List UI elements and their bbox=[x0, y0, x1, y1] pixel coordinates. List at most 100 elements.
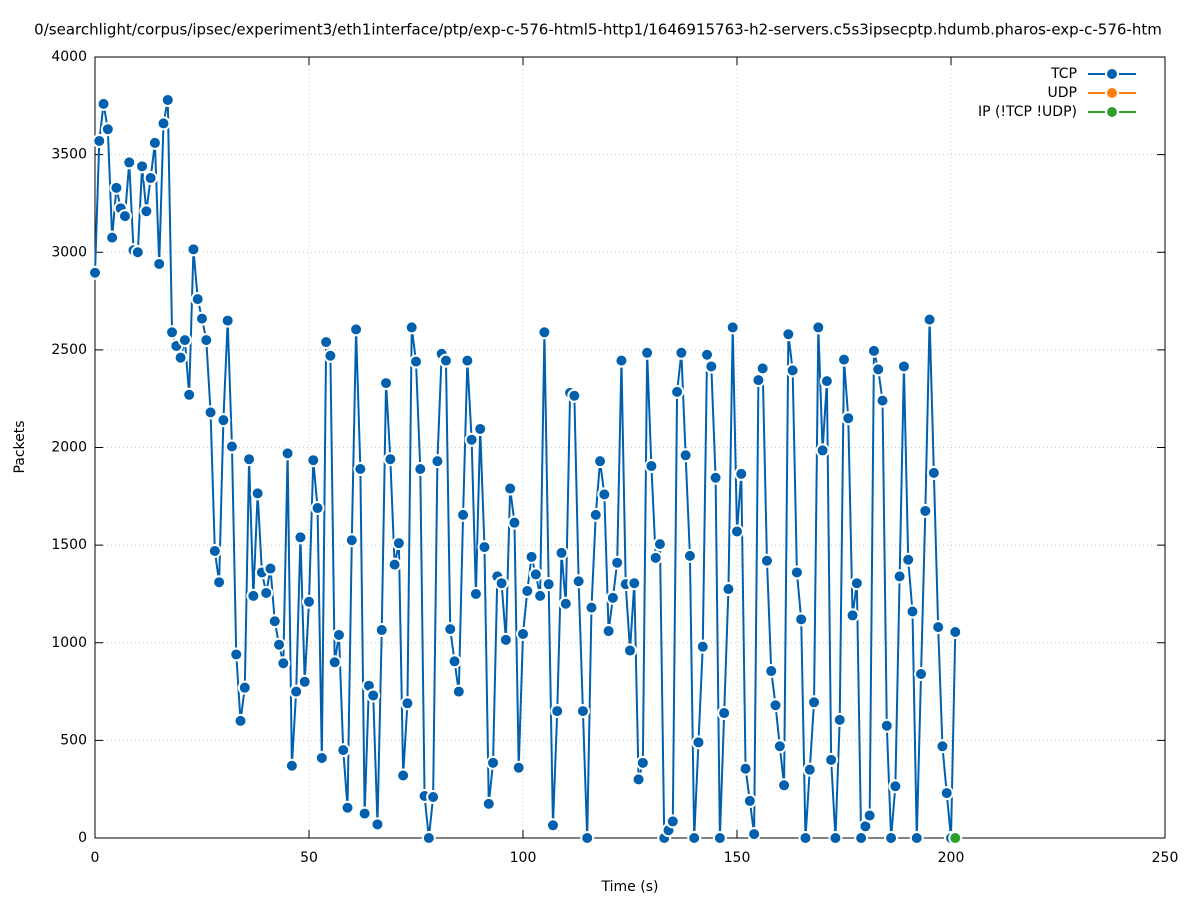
data-point bbox=[554, 545, 569, 560]
data-point bbox=[438, 353, 453, 368]
data-point bbox=[302, 594, 316, 609]
data-point bbox=[447, 654, 462, 669]
data-point bbox=[926, 465, 941, 480]
y-tick-label: 4000 bbox=[51, 49, 87, 65]
data-point bbox=[918, 503, 933, 518]
data-point bbox=[824, 752, 839, 767]
data-point bbox=[610, 555, 625, 570]
data-point bbox=[323, 348, 338, 363]
data-point bbox=[207, 543, 222, 558]
data-point bbox=[511, 760, 526, 775]
data-point bbox=[430, 454, 445, 469]
data-point bbox=[520, 584, 535, 599]
x-tick-label: 100 bbox=[510, 850, 537, 866]
data-point bbox=[284, 758, 299, 773]
data-point bbox=[464, 432, 479, 447]
data-point bbox=[742, 793, 757, 808]
data-point bbox=[678, 448, 693, 463]
data-point bbox=[135, 159, 150, 174]
data-point bbox=[468, 586, 483, 601]
data-point bbox=[156, 116, 171, 131]
data-point bbox=[503, 481, 518, 496]
data-point bbox=[931, 620, 946, 635]
data-point bbox=[426, 789, 441, 804]
data-point bbox=[366, 688, 381, 703]
data-point bbox=[263, 561, 278, 576]
data-point bbox=[473, 421, 488, 436]
data-point bbox=[409, 354, 423, 369]
data-point bbox=[700, 347, 715, 362]
data-point bbox=[267, 614, 282, 629]
data-point bbox=[866, 343, 881, 358]
data-point bbox=[764, 664, 779, 679]
data-point bbox=[772, 739, 787, 754]
data-point bbox=[798, 831, 813, 845]
data-point bbox=[182, 387, 197, 402]
data-point bbox=[871, 362, 886, 377]
data-point bbox=[901, 552, 916, 567]
data-point bbox=[220, 313, 235, 328]
data-point bbox=[383, 452, 398, 467]
data-point bbox=[751, 373, 766, 388]
data-point bbox=[541, 577, 556, 592]
data-point bbox=[670, 384, 685, 399]
legend-label: IP (!TCP !UDP) bbox=[978, 104, 1077, 120]
data-point bbox=[588, 507, 603, 522]
x-tick-label: 0 bbox=[91, 850, 100, 866]
data-point bbox=[545, 818, 560, 833]
data-point bbox=[400, 696, 415, 711]
x-tick-label: 200 bbox=[938, 850, 965, 866]
data-point bbox=[293, 530, 308, 545]
y-tick-label: 3000 bbox=[51, 244, 87, 260]
data-point bbox=[130, 245, 145, 260]
data-point bbox=[391, 536, 406, 551]
data-point bbox=[374, 623, 389, 638]
data-point bbox=[614, 353, 629, 368]
data-point bbox=[682, 548, 697, 563]
legend-marker bbox=[1105, 67, 1119, 81]
data-point bbox=[280, 446, 295, 461]
data-point bbox=[537, 325, 552, 340]
data-point bbox=[327, 655, 342, 670]
data-point bbox=[789, 565, 804, 580]
data-point bbox=[854, 831, 869, 845]
data-point bbox=[379, 376, 394, 391]
legend-marker bbox=[1105, 86, 1119, 100]
data-point bbox=[331, 627, 346, 642]
data-point bbox=[811, 320, 826, 335]
data-point bbox=[652, 537, 667, 552]
data-point bbox=[165, 325, 180, 340]
data-point bbox=[909, 831, 924, 845]
data-point bbox=[841, 411, 856, 426]
data-point bbox=[785, 363, 800, 378]
data-point bbox=[691, 735, 706, 750]
data-point bbox=[507, 515, 522, 530]
data-point bbox=[875, 393, 890, 408]
data-point bbox=[92, 133, 107, 148]
legend-marker bbox=[1105, 105, 1119, 119]
data-point bbox=[755, 361, 770, 376]
data-point bbox=[948, 625, 963, 640]
data-point bbox=[695, 639, 710, 654]
data-point bbox=[319, 335, 334, 350]
data-point bbox=[297, 674, 312, 689]
data-point bbox=[186, 242, 201, 257]
data-point bbox=[905, 604, 920, 619]
data-point bbox=[849, 576, 864, 591]
data-point bbox=[571, 574, 586, 589]
data-point bbox=[160, 92, 175, 107]
y-tick-label: 3500 bbox=[51, 147, 87, 163]
data-point bbox=[306, 453, 321, 468]
data-point bbox=[631, 772, 646, 787]
data-point bbox=[879, 718, 894, 733]
data-point bbox=[340, 800, 355, 815]
data-point bbox=[486, 755, 501, 770]
data-point bbox=[524, 549, 539, 564]
data-point bbox=[177, 333, 192, 348]
x-tick-label: 250 bbox=[1152, 850, 1179, 866]
data-point bbox=[635, 755, 650, 770]
data-point bbox=[781, 327, 796, 342]
data-point bbox=[734, 466, 749, 481]
